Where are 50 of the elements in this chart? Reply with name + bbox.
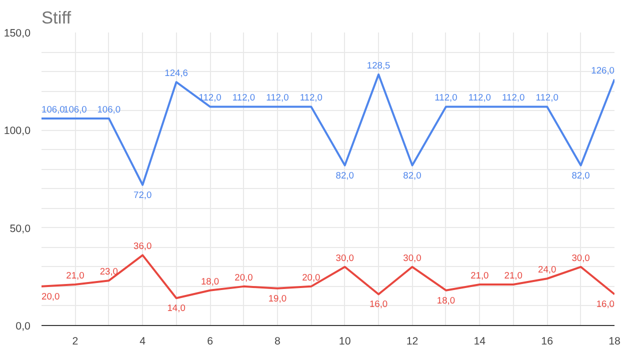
x-tick-label: 12 (406, 336, 418, 347)
data-label: 112,0 (434, 92, 458, 103)
x-tick-label: 4 (140, 336, 146, 347)
data-label: 19,0 (268, 293, 287, 304)
data-label: 30,0 (403, 252, 422, 263)
data-label: 18,0 (200, 276, 220, 286)
data-label: 20,0 (234, 272, 253, 282)
data-label: 106,0 (97, 104, 121, 114)
data-label: 16,0 (369, 299, 388, 310)
data-label: 24,0 (538, 264, 556, 275)
data-label: 36,0 (134, 241, 152, 252)
y-tick-label: 0,0 (16, 320, 31, 332)
x-tick-label: 2 (72, 336, 78, 347)
data-label: 21,0 (66, 270, 84, 280)
data-label: 112,0 (300, 92, 322, 103)
data-label: 82,0 (572, 170, 590, 180)
data-label: 82,0 (336, 170, 354, 180)
x-tick-label: 10 (338, 336, 351, 347)
data-label: 82,0 (403, 170, 422, 180)
data-label: 14,0 (167, 303, 186, 314)
x-tick-label: 14 (474, 336, 486, 347)
data-label: 21,0 (470, 270, 489, 280)
y-tick-label: 150,0 (4, 28, 31, 40)
data-label: 106,0 (64, 104, 87, 114)
data-label: 30,0 (336, 252, 354, 263)
data-label: 128,5 (366, 60, 390, 70)
data-label: 112,0 (468, 92, 492, 103)
data-label: 112,0 (266, 92, 289, 103)
data-label: 112,0 (502, 92, 525, 103)
data-label: 72,0 (134, 190, 152, 200)
data-label: 30,0 (572, 252, 590, 263)
data-label: 18,0 (436, 295, 456, 306)
x-tick-label: 16 (541, 336, 554, 347)
data-label: 106,0 (42, 104, 65, 114)
x-tick-label: 6 (207, 336, 214, 347)
data-label: 112,0 (536, 92, 558, 103)
data-label: 21,0 (504, 270, 522, 280)
y-tick-label: 50,0 (10, 222, 31, 235)
data-label: 20,0 (302, 272, 320, 282)
chart-title: Stiff (42, 8, 72, 28)
data-label: 16,0 (596, 299, 614, 310)
data-label: 112,0 (232, 92, 256, 103)
x-tick-label: 18 (608, 336, 620, 347)
data-label: 20,0 (42, 291, 60, 302)
data-label: 126,0 (591, 65, 614, 76)
data-label: 124,6 (164, 68, 188, 78)
data-label: 23,0 (100, 266, 118, 277)
y-tick-label: 100,0 (4, 125, 31, 138)
data-label: 112,0 (198, 92, 222, 103)
x-tick-label: 8 (274, 336, 280, 347)
